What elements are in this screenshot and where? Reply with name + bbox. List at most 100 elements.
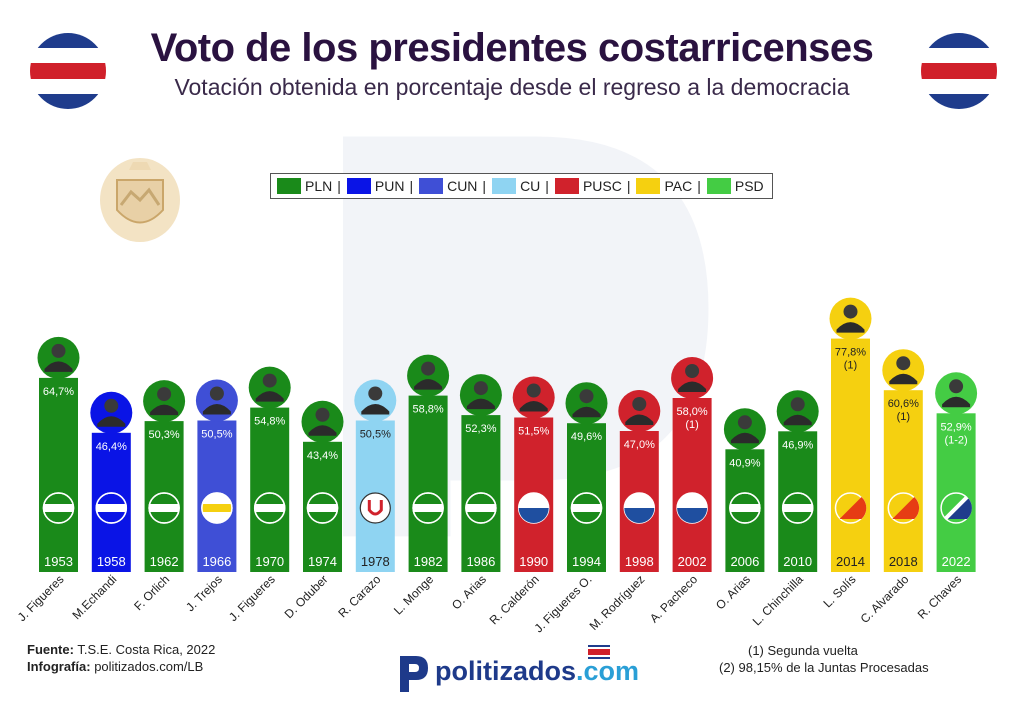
- president-name-label: O. Arias: [449, 572, 489, 612]
- party-emblem-band: [149, 504, 180, 512]
- data-note: (1): [844, 360, 857, 372]
- president-name-label: M. Rodríguez: [587, 572, 648, 633]
- president-name-label: D. Oduber: [282, 572, 331, 621]
- avatar-head: [51, 343, 66, 358]
- year-label: 2002: [678, 554, 707, 569]
- legend-separator: |: [545, 178, 549, 194]
- legend-label: PAC: [664, 178, 693, 194]
- avatar-head: [315, 407, 330, 422]
- avatar-head: [685, 364, 700, 378]
- party-emblem-band: [413, 504, 444, 512]
- legend-swatch: [554, 178, 579, 194]
- data-label: 60,6%: [888, 398, 919, 410]
- party-emblem-border: [253, 492, 286, 524]
- legend-separator: |: [337, 178, 341, 194]
- source-label: Fuente:: [27, 642, 74, 657]
- party-emblem-band: [518, 508, 549, 523]
- avatar-body: [150, 404, 179, 416]
- president-name-label: R. Calderón: [487, 572, 542, 627]
- year-label: 2022: [942, 554, 971, 569]
- president-name-label: J. Figueres: [15, 572, 67, 624]
- legend-label: PUN: [374, 178, 405, 194]
- bar: [831, 338, 870, 572]
- year-label: 1958: [97, 554, 126, 569]
- bar: [672, 398, 712, 572]
- legend-item-cun: CUN: [419, 178, 477, 194]
- party-emblem-border: [729, 492, 761, 524]
- politizados-logo-text: politizados.com: [435, 656, 639, 687]
- president-name-label: F. Orlich: [131, 572, 172, 613]
- president-name-label: M.Echandi: [69, 572, 119, 622]
- party-emblem-band: [729, 504, 760, 512]
- president-name-label: R. Chaves: [915, 572, 965, 622]
- legend-label: CU: [520, 178, 541, 194]
- avatar-head: [104, 398, 119, 413]
- politizados-logo-icon: [400, 656, 428, 692]
- source-value: T.S.E. Costa Rica, 2022: [77, 642, 216, 657]
- year-label: 1953: [44, 554, 73, 569]
- party-emblem-band: [43, 504, 74, 512]
- data-label: 50,3%: [148, 429, 179, 441]
- page-title: Voto de los presidentes costarricenses: [150, 26, 874, 70]
- note-segunda-vuelta: (1) Segunda vuelta: [748, 643, 858, 658]
- data-label: 58,0%: [676, 406, 707, 418]
- party-emblem-band: [465, 504, 496, 512]
- note-juntas: (2) 98,15% de la Juntas Procesadas: [719, 660, 929, 675]
- avatar-body: [836, 322, 865, 333]
- year-label: 2006: [730, 554, 759, 569]
- source-line: Fuente: T.S.E. Costa Rica, 2022: [27, 642, 215, 657]
- president-name-label: R. Carazo: [335, 572, 383, 620]
- year-label: 1990: [519, 554, 548, 569]
- year-label: 1986: [466, 554, 495, 569]
- logo-main: politizados: [435, 656, 576, 686]
- data-label: 40,9%: [729, 457, 760, 469]
- avatar-body: [255, 391, 284, 402]
- president-name-label: L. Solís: [820, 572, 858, 610]
- president-name-label: O. Arias: [713, 572, 753, 612]
- party-emblem-border: [465, 492, 497, 524]
- legend-swatch: [706, 178, 731, 194]
- coat-of-arms-icon: [100, 158, 180, 242]
- legend-item-pun: PUN: [346, 178, 405, 194]
- legend-item-psd: PSD: [706, 178, 764, 194]
- legend-swatch: [346, 178, 371, 194]
- bar: [250, 407, 290, 572]
- page-subtitle: Votación obtenida en porcentaje desde el…: [174, 74, 850, 100]
- legend-separator: |: [697, 178, 701, 194]
- avatar-head: [949, 379, 964, 394]
- year-label: 1998: [625, 554, 654, 569]
- legend-item-cu: CU: [492, 178, 540, 194]
- data-label: 52,9%: [940, 421, 971, 433]
- credit-label: Infografía:: [27, 659, 91, 674]
- legend-swatch: [277, 178, 301, 194]
- party-emblem-border: [412, 492, 444, 524]
- avatar-head: [896, 356, 911, 371]
- avatar-body: [942, 396, 971, 408]
- party-emblem-mark: [367, 500, 383, 516]
- party-emblem-band: [307, 504, 338, 512]
- president-name-label: A. Pacheco: [647, 572, 701, 626]
- party-emblem-band: [677, 508, 708, 523]
- legend-swatch: [419, 178, 444, 194]
- data-label: 52,3%: [465, 423, 496, 435]
- data-label: 47,0%: [624, 439, 655, 451]
- bar: [39, 377, 78, 572]
- party-emblem-border: [201, 492, 233, 524]
- party-emblem-band: [96, 504, 127, 512]
- party-emblem-band: [839, 497, 867, 519]
- bar: [883, 390, 923, 572]
- avatar-head: [262, 373, 277, 388]
- data-label: 50,5%: [201, 429, 232, 441]
- president-name-label: J. Figueres: [226, 572, 278, 624]
- year-label: 1982: [414, 554, 443, 569]
- party-emblem-band: [892, 497, 920, 519]
- party-emblem-border: [42, 492, 75, 524]
- legend-label: CUN: [447, 178, 478, 194]
- data-note: (1-2): [944, 434, 967, 446]
- year-label: 1966: [202, 554, 231, 569]
- president-name-label: J. Trejos: [183, 572, 225, 614]
- party-emblem-border: [95, 492, 128, 524]
- year-label: 2014: [836, 554, 865, 569]
- avatar-body: [519, 401, 548, 412]
- data-label: 58,8%: [412, 404, 443, 416]
